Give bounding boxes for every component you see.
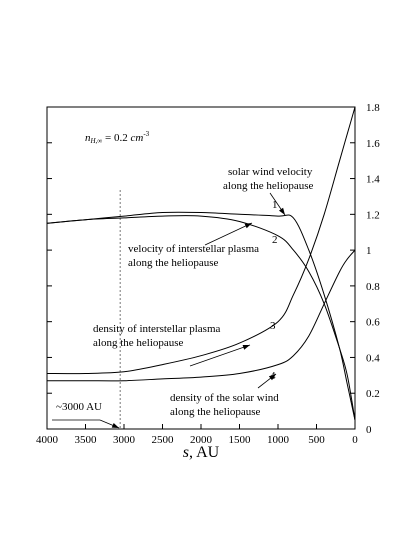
- series-4-line: [46, 249, 356, 382]
- x-axis-ticks: 4000 3500 3000 2500 2000 1500 1000 500 0: [36, 424, 358, 446]
- y-tick-label: 1.8: [366, 102, 380, 114]
- annotation-3-arrow: [189, 344, 251, 367]
- x-tick-label: 4000: [36, 434, 59, 446]
- annotation-4-arrow-head: [268, 374, 276, 381]
- y-tick-label: 0: [366, 424, 372, 436]
- x-tick-label: 500: [308, 434, 325, 446]
- x-tick-label: 2500: [152, 434, 175, 446]
- y-tick-label: 1: [366, 245, 372, 257]
- annotation-3-line2: along the heliopause: [93, 337, 184, 349]
- x-tick-label: 2000: [190, 434, 213, 446]
- marker-label: ~3000 AU: [56, 401, 102, 413]
- annotation-arrows: [52, 192, 286, 429]
- y-tick-label: 0.2: [366, 388, 380, 400]
- annotation-2-arrow-head: [244, 223, 252, 229]
- series-1-number: 1: [272, 199, 278, 211]
- annotation-1-line2: along the heliopause: [223, 180, 314, 192]
- annotation-3-line1: density of interstellar plasma: [93, 323, 220, 335]
- series-2-number: 2: [272, 234, 278, 246]
- y-axis-ticks: 0 0.2 0.4 0.6 0.8 1 1.2 1.4 1.6 1.8: [47, 102, 380, 436]
- series-curves: [46, 106, 356, 421]
- y-tick-label: 0.6: [366, 317, 380, 329]
- x-axis-label: s, AU: [183, 444, 220, 461]
- x-tick-label: 3500: [75, 434, 98, 446]
- series-2-line: [46, 215, 356, 421]
- series-3-number: 3: [270, 320, 276, 332]
- annotation-4-line2: along the heliopause: [170, 406, 261, 418]
- annotation-2-line2: along the heliopause: [128, 257, 219, 269]
- y-tick-label: 0.4: [366, 352, 380, 364]
- y-tick-label: 1.6: [366, 138, 380, 150]
- annotation-3-arrow-head: [242, 345, 250, 350]
- parameter-label: nH,∞ = 0.2 cm-3: [85, 130, 150, 145]
- series-4-number: 4: [270, 370, 276, 382]
- y-tick-label: 0.8: [366, 281, 380, 293]
- x-tick-label: 1000: [267, 434, 290, 446]
- annotation-1-arrow-head: [279, 207, 285, 215]
- y-tick-label: 1.4: [366, 174, 380, 186]
- x-tick-label: 3000: [113, 434, 136, 446]
- annotation-2-line1: velocity of interstellar plasma: [128, 243, 259, 255]
- marker-arrow-head: [111, 423, 120, 428]
- annotation-1-line1: solar wind velocity: [228, 166, 313, 178]
- series-3-line: [46, 106, 356, 375]
- annotation-4-line1: density of the solar wind: [170, 392, 279, 404]
- x-tick-label: 0: [352, 434, 358, 446]
- x-tick-label: 1500: [229, 434, 252, 446]
- annotation-2-arrow: [204, 222, 253, 246]
- y-tick-label: 1.2: [366, 209, 380, 221]
